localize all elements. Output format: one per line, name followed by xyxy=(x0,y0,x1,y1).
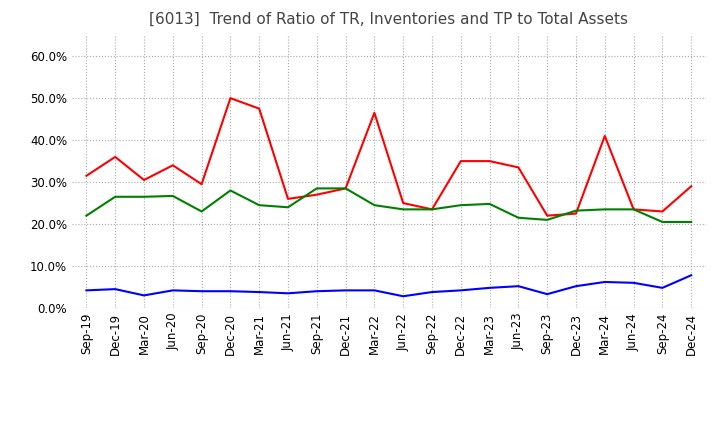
Inventories xyxy=(140,293,148,298)
Trade Payables xyxy=(399,207,408,212)
Trade Receivables xyxy=(312,192,321,197)
Trade Payables xyxy=(370,202,379,208)
Inventories xyxy=(456,288,465,293)
Trade Receivables xyxy=(600,133,609,139)
Trade Payables xyxy=(284,205,292,210)
Inventories xyxy=(341,288,350,293)
Trade Payables xyxy=(312,186,321,191)
Trade Payables xyxy=(658,219,667,224)
Inventories xyxy=(600,279,609,285)
Trade Receivables xyxy=(658,209,667,214)
Trade Receivables xyxy=(255,106,264,111)
Inventories xyxy=(168,288,177,293)
Trade Payables xyxy=(572,208,580,213)
Inventories xyxy=(82,288,91,293)
Line: Trade Payables: Trade Payables xyxy=(86,188,691,222)
Trade Receivables xyxy=(543,213,552,218)
Trade Receivables xyxy=(687,183,696,189)
Trade Receivables xyxy=(168,163,177,168)
Inventories xyxy=(572,283,580,289)
Trade Payables xyxy=(514,215,523,220)
Trade Payables xyxy=(485,201,494,206)
Trade Payables xyxy=(226,188,235,193)
Trade Receivables xyxy=(140,177,148,183)
Trade Receivables xyxy=(341,186,350,191)
Inventories xyxy=(255,290,264,295)
Inventories xyxy=(514,283,523,289)
Trade Receivables xyxy=(456,158,465,164)
Trade Receivables xyxy=(485,158,494,164)
Trade Receivables xyxy=(197,182,206,187)
Trade Payables xyxy=(197,209,206,214)
Trade Receivables xyxy=(514,165,523,170)
Inventories xyxy=(485,285,494,290)
Trade Payables xyxy=(111,194,120,199)
Inventories xyxy=(428,290,436,295)
Inventories xyxy=(111,286,120,292)
Inventories xyxy=(399,293,408,299)
Inventories xyxy=(687,273,696,278)
Inventories xyxy=(629,280,638,286)
Trade Receivables xyxy=(370,110,379,115)
Trade Receivables xyxy=(226,95,235,101)
Trade Payables xyxy=(140,194,148,199)
Trade Receivables xyxy=(399,201,408,206)
Line: Inventories: Inventories xyxy=(86,275,691,296)
Trade Payables xyxy=(428,207,436,212)
Inventories xyxy=(197,289,206,294)
Line: Trade Receivables: Trade Receivables xyxy=(86,98,691,216)
Inventories xyxy=(543,292,552,297)
Trade Receivables xyxy=(428,207,436,212)
Inventories xyxy=(226,289,235,294)
Inventories xyxy=(658,285,667,290)
Trade Receivables xyxy=(111,154,120,160)
Trade Payables xyxy=(687,219,696,224)
Trade Payables xyxy=(255,202,264,208)
Trade Receivables xyxy=(284,196,292,202)
Trade Receivables xyxy=(82,173,91,179)
Trade Payables xyxy=(82,213,91,218)
Trade Payables xyxy=(341,186,350,191)
Inventories xyxy=(284,291,292,296)
Inventories xyxy=(370,288,379,293)
Trade Receivables xyxy=(629,207,638,212)
Trade Receivables xyxy=(572,211,580,216)
Trade Payables xyxy=(456,202,465,208)
Trade Payables xyxy=(629,207,638,212)
Trade Payables xyxy=(600,207,609,212)
Inventories xyxy=(312,289,321,294)
Trade Payables xyxy=(543,217,552,223)
Trade Payables xyxy=(168,193,177,198)
Title: [6013]  Trend of Ratio of TR, Inventories and TP to Total Assets: [6013] Trend of Ratio of TR, Inventories… xyxy=(149,12,629,27)
